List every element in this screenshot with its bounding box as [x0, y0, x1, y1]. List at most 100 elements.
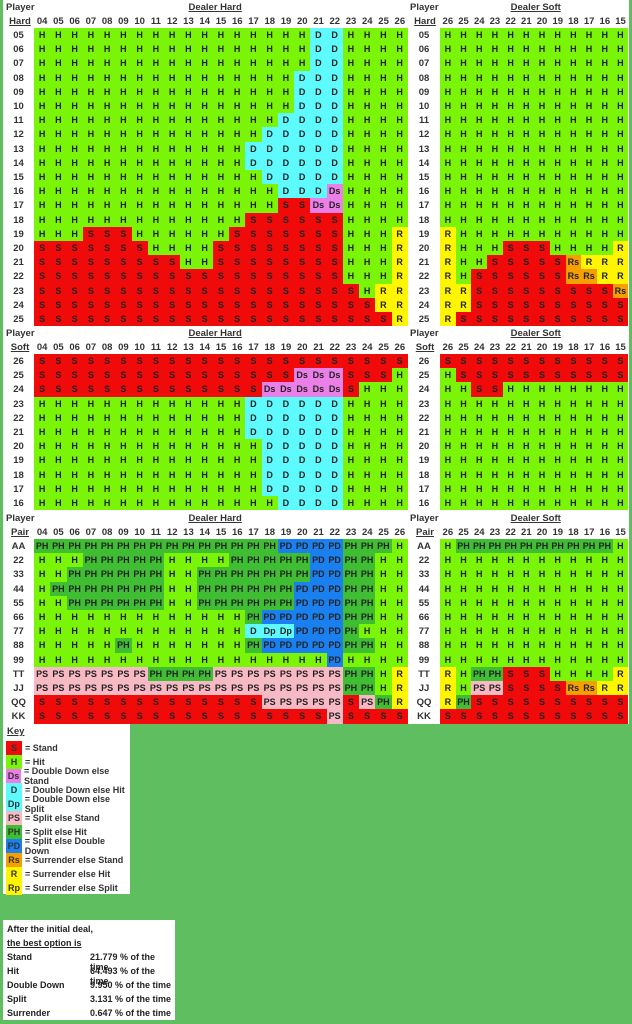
strategy-cell: H: [50, 410, 67, 425]
strategy-cell: H: [487, 28, 503, 43]
strategy-cell: H: [229, 84, 246, 99]
strategy-cell: PH: [277, 567, 294, 582]
strategy-cell: D: [326, 113, 343, 128]
strategy-cell: H: [440, 170, 456, 185]
strategy-cell: H: [147, 212, 164, 227]
player-label: Player: [6, 513, 35, 524]
strategy-cell: H: [212, 410, 229, 425]
strategy-cell: H: [391, 70, 408, 85]
strategy-cell: H: [612, 56, 629, 71]
strategy-cell: H: [229, 184, 246, 199]
dealer-hard-col: 11: [150, 342, 161, 353]
strategy-cell: H: [502, 453, 519, 468]
soft-label: Soft: [10, 342, 30, 353]
strategy-cell: PS: [261, 666, 278, 681]
dealer-hard-col: 06: [69, 16, 80, 27]
strategy-cell: H: [565, 425, 582, 440]
strategy-cell: H: [534, 84, 550, 99]
strategy-cell: H: [229, 70, 246, 85]
strategy-cell: H: [455, 425, 472, 440]
strategy-cell: H: [294, 28, 311, 43]
strategy-cell: PS: [212, 666, 229, 681]
player-total: JJ: [13, 683, 24, 694]
strategy-cell: H: [534, 439, 550, 454]
strategy-cell: PS: [147, 681, 164, 696]
strategy-cell: PS: [99, 681, 116, 696]
strategy-cell: PH: [549, 539, 566, 554]
strategy-cell: H: [66, 439, 83, 454]
strategy-cell: H: [277, 84, 294, 99]
key-item: S = Stand: [6, 741, 58, 755]
strategy-cell: H: [455, 581, 472, 596]
player-total: QQ: [11, 697, 26, 709]
strategy-cell: PD: [310, 610, 327, 625]
strategy-cell: S: [440, 354, 456, 369]
strategy-cell: PH: [455, 695, 472, 710]
strategy-cell: PS: [277, 695, 294, 710]
strategy-cell: Ds: [326, 382, 343, 397]
strategy-cell: H: [212, 127, 229, 142]
strategy-cell: H: [147, 155, 164, 170]
strategy-cell: S: [518, 354, 535, 369]
strategy-cell: H: [391, 567, 408, 582]
strategy-cell: S: [471, 269, 488, 284]
strategy-cell: PH: [342, 553, 359, 568]
strategy-cell: D: [310, 141, 327, 156]
strategy-cell: S: [229, 382, 246, 397]
strategy-cell: H: [180, 425, 197, 440]
strategy-cell: H: [487, 624, 503, 639]
strategy-cell: H: [440, 453, 456, 468]
strategy-cell: S: [518, 255, 535, 270]
strategy-cell: H: [487, 241, 503, 256]
strategy-cell: S: [99, 312, 116, 327]
strategy-cell: H: [502, 567, 519, 582]
dealer-hard-col: 14: [199, 16, 210, 27]
key-item: PH = Split else Hit: [6, 825, 87, 839]
strategy-cell: H: [455, 610, 472, 625]
strategy-cell: H: [196, 84, 213, 99]
player-total: 19: [13, 228, 24, 240]
strategy-cell: D: [326, 127, 343, 142]
strategy-cell: H: [131, 226, 148, 241]
strategy-cell: H: [440, 481, 456, 496]
strategy-cell: H: [245, 184, 262, 199]
strategy-cell: S: [502, 297, 519, 312]
strategy-cell: H: [471, 396, 488, 411]
strategy-cell: H: [581, 198, 597, 213]
strategy-cell: R: [440, 241, 456, 256]
dealer-hard-title: Dealer Hard: [188, 513, 242, 524]
strategy-cell: H: [229, 439, 246, 454]
strategy-cell: S: [261, 226, 278, 241]
strategy-cell: H: [212, 624, 229, 639]
strategy-cell: H: [534, 453, 550, 468]
key-swatch: Dp: [6, 797, 22, 811]
strategy-cell: D: [294, 113, 311, 128]
strategy-cell: S: [212, 269, 229, 284]
strategy-cell: H: [391, 425, 408, 440]
dealer-soft-col: 18: [568, 16, 579, 27]
player-total: 23: [418, 398, 430, 410]
strategy-cell: S: [66, 368, 83, 383]
strategy-cell: PH: [261, 553, 278, 568]
strategy-cell: H: [581, 84, 597, 99]
strategy-cell: H: [565, 453, 582, 468]
strategy-cell: D: [294, 127, 311, 142]
strategy-cell: H: [502, 553, 519, 568]
strategy-cell: H: [455, 141, 472, 156]
player-total: 22: [13, 412, 24, 424]
strategy-cell: PS: [50, 666, 67, 681]
strategy-cell: H: [502, 141, 519, 156]
strategy-cell: H: [66, 212, 83, 227]
strategy-cell: S: [487, 255, 503, 270]
player-total: 13: [13, 143, 24, 155]
dealer-hard-col: 24: [362, 527, 373, 538]
strategy-cell: S: [115, 241, 132, 256]
strategy-cell: H: [34, 155, 51, 170]
strategy-cell: H: [565, 439, 582, 454]
strategy-cell: D: [326, 141, 343, 156]
strategy-cell: H: [34, 84, 51, 99]
